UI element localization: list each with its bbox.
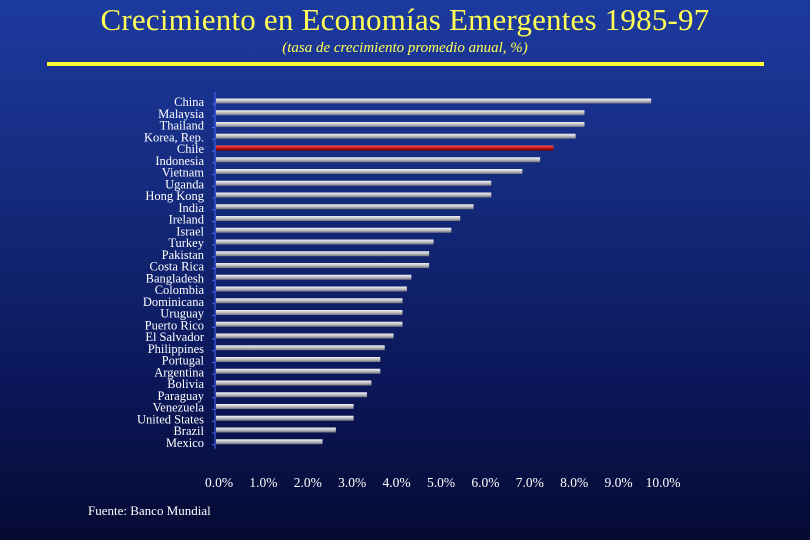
x-tick-label: 8.0%	[560, 475, 588, 490]
bar	[216, 216, 461, 221]
category-label: Bolivia	[167, 377, 204, 391]
title-divider	[47, 62, 764, 66]
bar-highlight	[216, 145, 554, 151]
bar	[216, 345, 385, 351]
bar	[216, 110, 585, 116]
bar	[216, 333, 394, 339]
x-tick-label: 9.0%	[605, 475, 633, 490]
category-label: Portugal	[162, 354, 205, 368]
x-tick-label: 7.0%	[516, 475, 544, 490]
category-label: Costa Rica	[149, 260, 204, 274]
category-label: Mexico	[166, 436, 204, 450]
category-label: Puerto Rico	[145, 318, 204, 332]
source-note: Fuente: Banco Mundial	[88, 503, 211, 518]
x-tick-label: 0.0%	[205, 475, 233, 490]
bar	[216, 404, 354, 409]
category-label: United States	[137, 412, 204, 426]
category-label: Ireland	[169, 213, 205, 227]
bar	[216, 357, 381, 362]
category-label: Colombia	[155, 283, 205, 297]
bar	[216, 415, 354, 421]
bar	[216, 180, 492, 186]
category-label: Bangladesh	[146, 271, 205, 285]
bar	[216, 251, 430, 257]
x-tick-label: 2.0%	[294, 475, 322, 490]
bar	[216, 368, 381, 374]
bar	[216, 192, 492, 198]
category-label: Turkey	[168, 236, 204, 250]
category-label: Dominicana	[143, 295, 205, 309]
category-label: China	[174, 95, 204, 109]
bar	[216, 227, 452, 233]
category-label: Argentina	[154, 365, 204, 379]
bar	[216, 286, 407, 292]
category-label: Chile	[177, 142, 205, 156]
bar	[216, 321, 403, 327]
bar	[216, 239, 434, 245]
category-label: El Salvador	[145, 330, 205, 344]
category-label: Korea, Rep.	[144, 130, 204, 144]
bar	[216, 427, 336, 433]
bar	[216, 274, 412, 280]
x-tick-label: 4.0%	[383, 475, 411, 490]
category-label: Vietnam	[162, 166, 205, 180]
chart-title: Crecimiento en Economías Emergentes 1985…	[100, 2, 710, 37]
category-label: Brazil	[173, 424, 204, 438]
category-label: Israel	[176, 224, 204, 238]
bar	[216, 122, 585, 127]
bar	[216, 310, 403, 315]
category-label: Paraguay	[157, 389, 204, 403]
category-label: India	[178, 201, 204, 215]
x-tick-label: 3.0%	[338, 475, 366, 490]
bar	[216, 133, 576, 139]
x-tick-label: 10.0%	[646, 475, 681, 490]
category-label: Hong Kong	[145, 189, 204, 203]
category-label: Pakistan	[162, 248, 205, 262]
category-label: Philippines	[148, 342, 204, 356]
chart-subtitle: (tasa de crecimiento promedio anual, %)	[282, 40, 528, 56]
x-tick-label: 5.0%	[427, 475, 455, 490]
bar	[216, 169, 523, 174]
bar	[216, 392, 367, 398]
category-label: Uganda	[165, 177, 204, 191]
category-label: Malaysia	[158, 107, 204, 121]
x-tick-label: 6.0%	[471, 475, 499, 490]
bar	[216, 298, 403, 304]
bar	[216, 204, 474, 210]
bar	[216, 98, 652, 104]
bar	[216, 439, 323, 445]
category-label: Uruguay	[160, 307, 204, 321]
category-label: Venezuela	[153, 401, 205, 415]
category-label: Thailand	[160, 119, 205, 133]
bar	[216, 263, 430, 268]
category-label: Indonesia	[155, 154, 204, 168]
x-tick-label: 1.0%	[249, 475, 277, 490]
bar	[216, 157, 541, 163]
bar	[216, 380, 372, 386]
